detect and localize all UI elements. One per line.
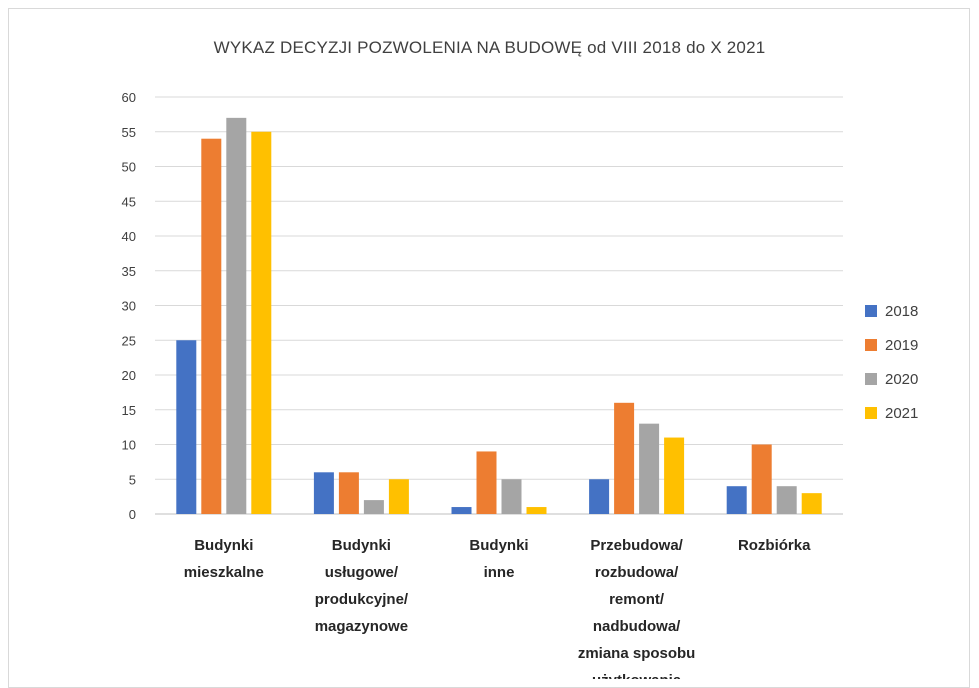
category-label: Przebudowa/rozbudowa/remont/nadbudowa/zm… xyxy=(578,537,696,679)
y-tick-label: 30 xyxy=(122,299,136,314)
category-label: Budynki mieszkalne xyxy=(184,537,264,581)
y-tick-label: 0 xyxy=(129,507,136,522)
bar-2019-3 xyxy=(476,451,497,514)
category-label-line: Budynki xyxy=(194,537,253,554)
bar-2018-2 xyxy=(313,472,334,514)
category-label: Rozbiórka xyxy=(738,537,811,554)
category-label-line: usługowe/ xyxy=(325,564,399,581)
category-label-line: nadbudowa/ xyxy=(593,618,681,635)
bar-2019-1 xyxy=(201,138,222,514)
bar-2020-4 xyxy=(639,423,660,514)
y-tick-label: 60 xyxy=(122,90,136,105)
category-label-line: Przebudowa/ xyxy=(590,537,683,554)
y-tick-label: 35 xyxy=(122,264,136,279)
legend-label: 2018 xyxy=(885,303,918,320)
bar-2020-3 xyxy=(501,479,522,514)
y-axis-ticks: 0 5 10 15 20 25 30 35 40 45 50 55 60 xyxy=(122,90,136,522)
bar-2018-5 xyxy=(726,486,747,514)
y-tick-label: 55 xyxy=(122,125,136,140)
category-label: Budynki usługowe/produkcyjne/magazynowe xyxy=(315,537,409,635)
bar-2019-2 xyxy=(338,472,359,514)
legend-label: 2019 xyxy=(885,337,918,354)
category-label-line: Rozbiórka xyxy=(738,537,811,554)
category-label: Budynki inne xyxy=(469,537,528,581)
bar-2018-3 xyxy=(451,507,472,514)
y-tick-label: 5 xyxy=(129,472,136,487)
y-tick-label: 40 xyxy=(122,229,136,244)
y-tick-label: 45 xyxy=(122,194,136,209)
category-label-line: rozbudowa/ xyxy=(595,564,679,581)
bar-2018-1 xyxy=(176,340,197,514)
category-label-line: magazynowe xyxy=(315,618,408,635)
category-label-line: zmiana sposobu xyxy=(578,645,696,662)
y-tick-label: 50 xyxy=(122,160,136,175)
bar-2021-4 xyxy=(664,437,685,514)
category-label-line: użytkowania xyxy=(592,672,682,679)
chart-frame xyxy=(8,8,970,688)
chart-title: WYKAZ DECYZJI POZWOLENIA NA BUDOWĘ od VI… xyxy=(213,38,766,57)
y-tick-label: 25 xyxy=(122,333,136,348)
bar-2019-5 xyxy=(751,444,772,514)
bar-2020-1 xyxy=(226,117,247,514)
bar-2021-5 xyxy=(801,493,822,514)
bar-2019-4 xyxy=(614,402,635,514)
bar-2018-4 xyxy=(589,479,610,514)
y-tick-label: 15 xyxy=(122,403,136,418)
bar-2021-2 xyxy=(388,479,409,514)
category-label-line: inne xyxy=(484,564,515,581)
bar-2020-2 xyxy=(363,500,384,514)
category-label-line: remont/ xyxy=(609,591,665,608)
bar-2020-5 xyxy=(776,486,797,514)
legend-swatch-2021 xyxy=(865,407,877,419)
legend-label: 2021 xyxy=(885,405,918,422)
category-label-line: Budynki xyxy=(332,537,391,554)
y-tick-label: 20 xyxy=(122,368,136,383)
legend-swatch-2018 xyxy=(865,305,877,317)
bars xyxy=(176,117,822,514)
x-axis-labels: Budynki mieszkalne Budynki usługowe/produkc… xyxy=(184,537,811,679)
y-tick-label: 10 xyxy=(122,438,136,453)
category-label-line: mieszkalne xyxy=(184,564,264,581)
category-label-line: Budynki xyxy=(469,537,528,554)
legend: 2018 2019 2020 2021 xyxy=(865,303,918,422)
category-label-line: produkcyjne/ xyxy=(315,591,409,608)
legend-swatch-2019 xyxy=(865,339,877,351)
legend-label: 2020 xyxy=(885,371,918,388)
bar-2021-1 xyxy=(251,131,272,514)
bar-2021-3 xyxy=(526,507,547,514)
legend-swatch-2020 xyxy=(865,373,877,385)
